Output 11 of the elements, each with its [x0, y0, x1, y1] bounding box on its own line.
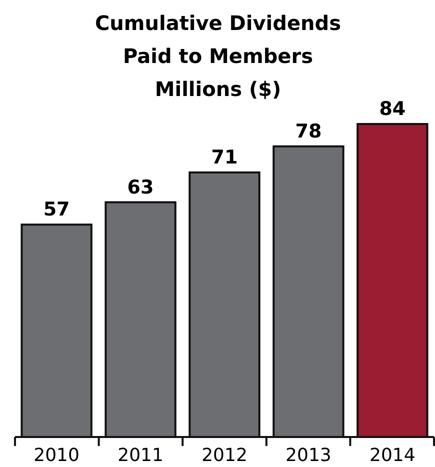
data-label: 63	[127, 176, 154, 198]
x-tick-label: 2012	[202, 445, 248, 466]
data-label: 71	[211, 146, 238, 168]
x-tick-label: 2010	[34, 445, 80, 466]
x-tick-label: 2011	[118, 445, 164, 466]
data-label: 84	[379, 98, 406, 120]
chart-title: Cumulative Dividends Paid to Members Millions ($)	[94, 11, 342, 101]
x-tick-label: 2013	[286, 445, 332, 466]
data-label: 78	[295, 120, 322, 142]
data-label: 57	[43, 198, 70, 221]
x-tick-label: 2014	[370, 445, 416, 466]
